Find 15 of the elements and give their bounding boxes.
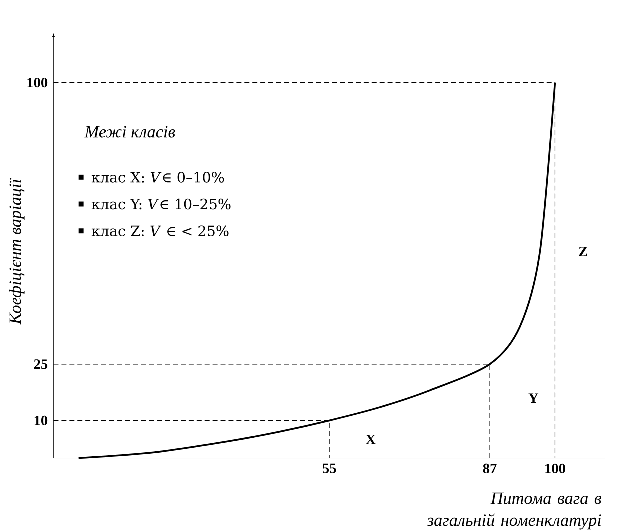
x-tick-label: 55 bbox=[322, 464, 336, 474]
x-tick-label: 87 bbox=[483, 464, 497, 474]
annotation: Y bbox=[528, 394, 539, 404]
annotation: клас Y: V∈ 10–25% bbox=[92, 198, 231, 210]
y-axis-title: Коефіцієнт варіації bbox=[9, 178, 25, 325]
annotation: Межі класів bbox=[84, 126, 176, 138]
y-tick-label: 100 bbox=[28, 78, 48, 88]
annotation: X bbox=[366, 435, 376, 444]
annotation: клас X: V∈ 0–10% bbox=[92, 172, 224, 183]
y-tick-label: 25 bbox=[34, 360, 48, 370]
annotation: клас Z: V ∈ < 25% bbox=[92, 226, 229, 237]
y-tick-label: 10 bbox=[34, 416, 48, 426]
annotation: Z bbox=[579, 247, 588, 257]
x-tick-label: 100 bbox=[546, 464, 566, 474]
x-axis-title: Питома вага в загальній номенклатурі bbox=[427, 492, 602, 530]
